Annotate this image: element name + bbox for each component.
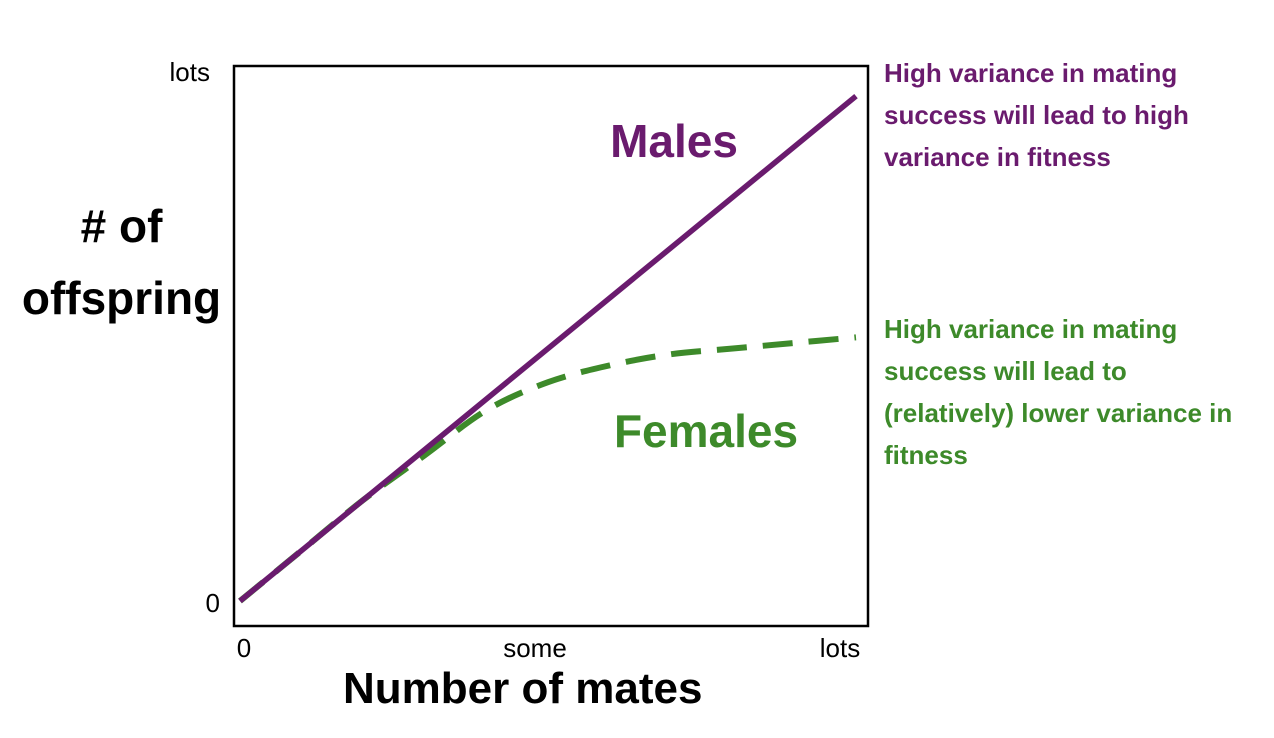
plot-frame xyxy=(232,64,870,628)
x-tick-label: 0 xyxy=(237,633,251,663)
y-tick-label: 0 xyxy=(206,588,220,618)
x-axis-label: Number of mates xyxy=(343,664,703,713)
females-series-label: Females xyxy=(614,405,798,457)
males-series-label: Males xyxy=(610,115,738,167)
males-annotation: High variance in mating success will lea… xyxy=(884,58,1189,172)
y-axis-label: # of offspring xyxy=(21,200,222,324)
females-annotation: High variance in mating success will lea… xyxy=(884,314,1233,470)
males-series-line xyxy=(238,93,858,604)
y-tick-label: lots xyxy=(170,57,210,87)
x-tick-label: lots xyxy=(820,633,860,663)
females-series-line xyxy=(238,334,857,604)
x-tick-label: some xyxy=(503,633,567,663)
